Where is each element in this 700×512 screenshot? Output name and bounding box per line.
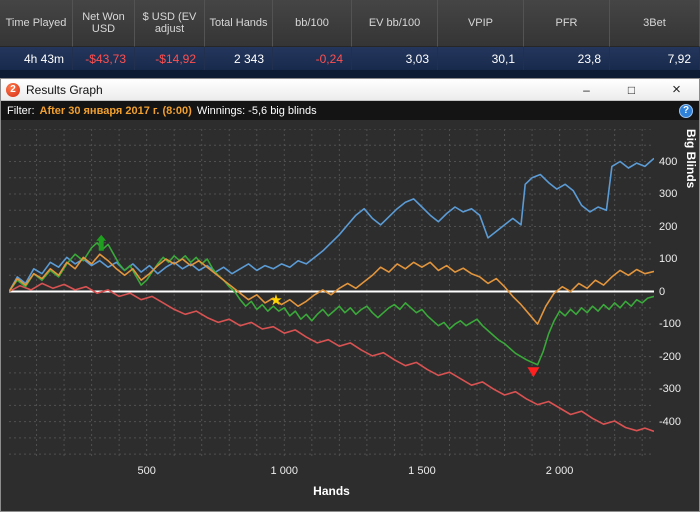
stats-header-cell[interactable]: bb/100 xyxy=(273,0,352,47)
svg-text:★: ★ xyxy=(269,292,282,309)
y-axis-title: Big Blinds xyxy=(684,129,698,189)
stats-value-cell: 2 343 xyxy=(205,47,273,70)
y-tick-label: 400 xyxy=(659,155,678,168)
x-axis-title: Hands xyxy=(313,484,350,498)
stat-value: 3,03 xyxy=(405,51,429,66)
stats-header-cell[interactable]: EV bb/100 xyxy=(352,0,438,47)
stats-value-cell: 4h 43m xyxy=(0,47,73,70)
stats-row[interactable]: 4h 43m -$43,73 -$14,92 2 343 -0,24 3,03 … xyxy=(0,47,700,70)
window-title: Results Graph xyxy=(26,82,103,97)
y-axis-labels: 400 300 200 100 0 -100 -200 -300 -400 xyxy=(658,129,688,459)
stats-header-label: Total Hands xyxy=(209,17,268,29)
stats-header-label: bb/100 xyxy=(295,17,329,29)
stats-header-cell[interactable]: VPIP xyxy=(438,0,524,47)
stat-value: 23,8 xyxy=(577,51,601,66)
plot-area: ★ xyxy=(9,129,654,459)
stats-value-cell: -$43,73 xyxy=(73,47,135,70)
y-tick-label: 200 xyxy=(659,220,678,233)
stats-header-label: Time Played xyxy=(5,17,67,29)
maximize-button[interactable]: □ xyxy=(627,82,636,97)
winnings-summary: Winnings: -5,6 big blinds xyxy=(196,104,317,117)
stats-header-cell[interactable]: Time Played xyxy=(0,0,73,47)
y-tick-label: -300 xyxy=(659,383,682,396)
stat-value: -$14,92 xyxy=(155,51,196,66)
app-icon: 2 xyxy=(6,82,20,97)
stats-header-cell[interactable]: Net Won USD xyxy=(73,0,135,47)
stats-header-label: Net Won USD xyxy=(82,11,125,35)
filter-value[interactable]: After 30 января 2017 г. (8:00) xyxy=(39,104,192,117)
stats-header-cell[interactable]: PFR xyxy=(524,0,610,47)
minimize-button[interactable]: – xyxy=(583,82,590,97)
y-tick-label: 300 xyxy=(659,188,678,201)
window-buttons: – □ × xyxy=(564,79,699,100)
stats-header-cell[interactable]: Total Hands xyxy=(205,0,273,47)
stats-value-cell: 30,1 xyxy=(438,47,524,70)
close-button[interactable]: × xyxy=(672,81,681,98)
stat-value: -0,24 xyxy=(315,51,343,66)
stat-value: 7,92 xyxy=(667,51,691,66)
stats-header-label: 3Bet xyxy=(643,17,666,29)
stats-header-label: EV bb/100 xyxy=(368,17,421,29)
results-graph-window: 2 Results Graph – □ × Filter: After 30 я… xyxy=(0,78,700,512)
stats-value-cell: 23,8 xyxy=(524,47,610,70)
stats-value-cell: -0,24 xyxy=(273,47,352,70)
stats-table-header: Time Played Net Won USD $ USD (EV adjust… xyxy=(0,0,700,47)
window-titlebar[interactable]: 2 Results Graph – □ × xyxy=(1,79,699,101)
table-gap xyxy=(0,70,700,78)
x-tick-label: 1 500 xyxy=(408,465,436,477)
stats-header-cell[interactable]: $ USD (EV adjust xyxy=(135,0,205,47)
x-axis-labels: 500 1 000 1 500 2 000 xyxy=(9,465,654,479)
stat-value: -$43,73 xyxy=(85,51,126,66)
graph-region: ★ 400 300 200 100 0 -100 -200 -300 -400 Big Blin… xyxy=(1,120,699,511)
filter-bar: Filter: After 30 января 2017 г. (8:00) W… xyxy=(1,101,699,120)
x-tick-label: 500 xyxy=(137,465,156,477)
stat-value: 30,1 xyxy=(491,51,515,66)
filter-label: Filter: xyxy=(7,104,35,117)
stats-value-cell: -$14,92 xyxy=(135,47,205,70)
y-tick-label: -400 xyxy=(659,415,682,428)
y-tick-label: -100 xyxy=(659,318,682,331)
y-tick-label: 0 xyxy=(659,285,666,298)
y-tick-label: -200 xyxy=(659,350,682,363)
x-tick-label: 1 000 xyxy=(270,465,299,477)
stat-value: 4h 43m xyxy=(23,51,64,66)
stats-value-cell: 3,03 xyxy=(352,47,438,70)
x-tick-label: 2 000 xyxy=(545,465,574,477)
help-icon[interactable]: ? xyxy=(679,103,693,118)
stats-header-label: PFR xyxy=(555,17,578,29)
stats-header-cell[interactable]: 3Bet xyxy=(610,0,700,47)
stats-header-label: VPIP xyxy=(467,17,494,29)
stats-header-label: $ USD (EV adjust xyxy=(142,11,197,35)
stats-value-cell: 7,92 xyxy=(610,47,700,70)
y-tick-label: 100 xyxy=(659,253,678,266)
plot-svg: ★ xyxy=(9,129,654,459)
stat-value: 2 343 xyxy=(233,51,264,66)
